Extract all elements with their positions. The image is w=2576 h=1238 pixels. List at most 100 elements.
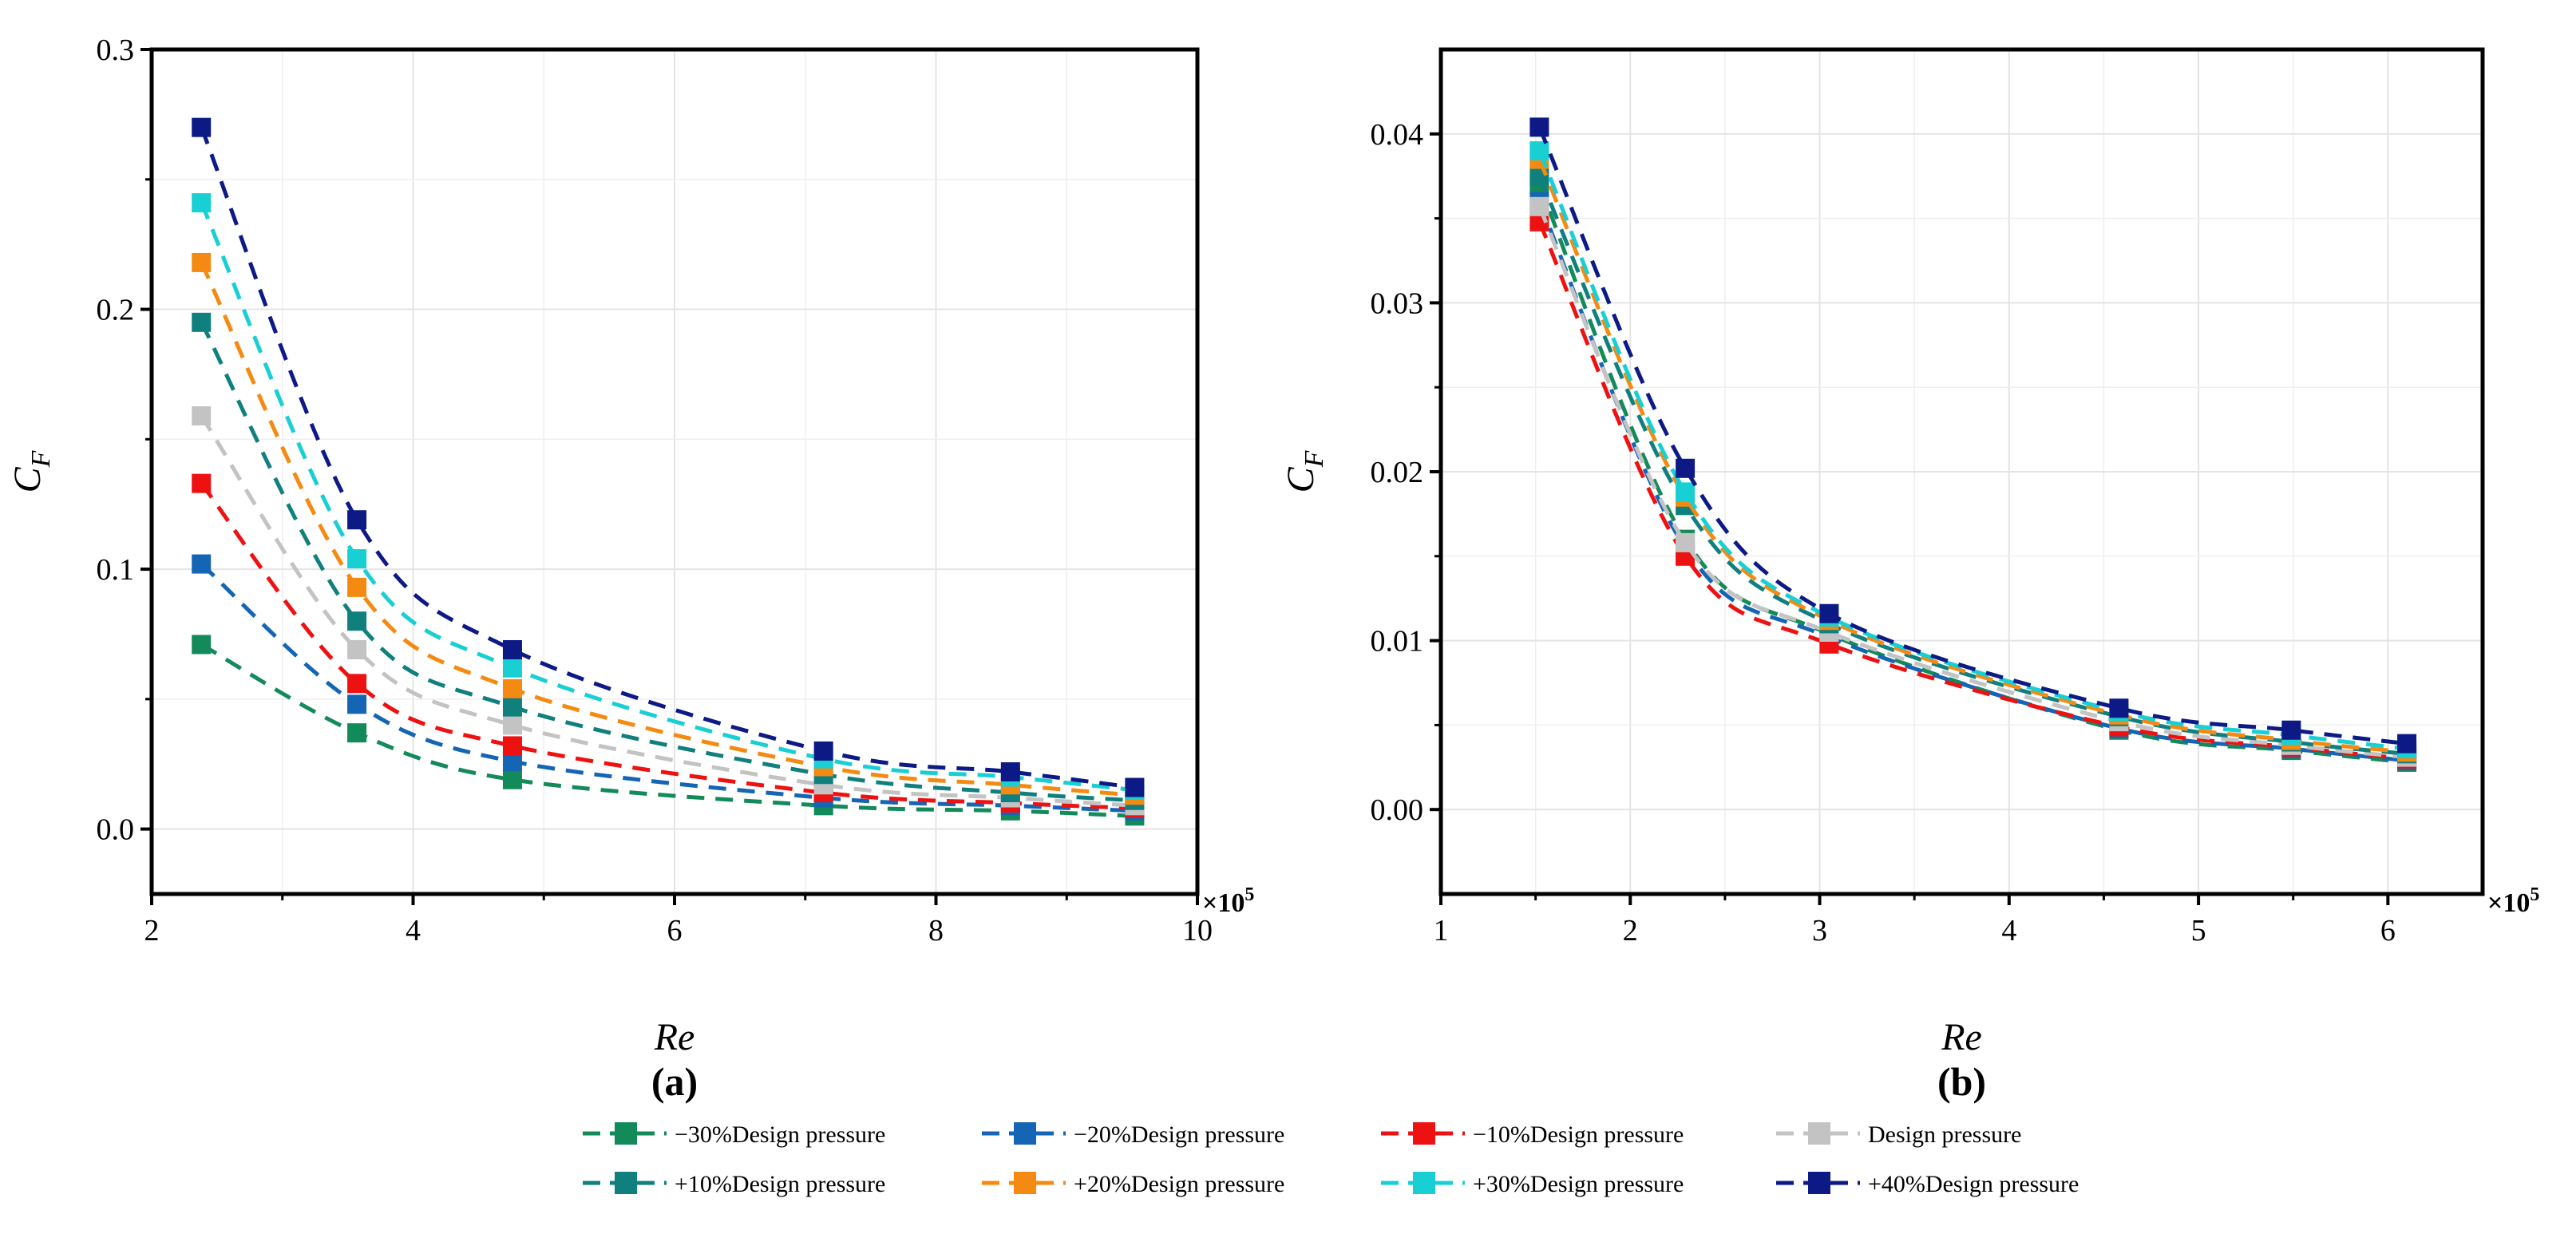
- series-line: [199, 126, 1135, 790]
- data-point: [192, 554, 212, 574]
- legend-marker: [1413, 1122, 1435, 1145]
- y-tick-label: 0.0: [97, 813, 135, 847]
- x-multiplier-label: ×105: [2487, 884, 2539, 918]
- data-point: [1529, 117, 1549, 137]
- legend-item-minus20pctdesign-pressure: −20%Design pressure: [982, 1121, 1284, 1148]
- x-axis-label-b: Re: [1941, 1016, 1982, 1058]
- data-point: [347, 611, 367, 631]
- series-design-pressure-a: [192, 406, 1145, 816]
- chart-panel-a: 2 4 6 8 10 0.0 0.1 0.2 0.3 ×105 Re CF (a): [6, 34, 1254, 1104]
- data-point: [347, 549, 367, 569]
- x-tick-label: 6: [2380, 914, 2396, 947]
- series-plus30pctdesign-pressure-a: [192, 193, 1145, 800]
- chart-panel-b: 1 2 3 4 5 6 0.00 0.01 0.02 0.03 0.04 ×105 Re CF (b): [1280, 47, 2539, 1104]
- legend-label: +30%Design pressure: [1473, 1171, 1684, 1197]
- series-line: [1537, 175, 2408, 756]
- legend-marker: [1808, 1122, 1830, 1145]
- data-point: [502, 639, 522, 659]
- y-axis-label-a: CF: [6, 449, 56, 492]
- x-axis-label-a: Re: [654, 1016, 695, 1058]
- legend-item-design-pressure: Design pressure: [1776, 1121, 2021, 1148]
- series-plus10pctdesign-pressure-a: [192, 312, 1145, 810]
- series-plus30pctdesign-pressure-b: [1529, 140, 2417, 759]
- data-point: [502, 658, 522, 678]
- x-tick-label: 5: [2191, 914, 2206, 947]
- data-point: [347, 694, 367, 714]
- x-tick-label: 4: [406, 914, 421, 947]
- x-tick-label: 2: [1623, 914, 1638, 947]
- data-point: [192, 635, 212, 655]
- grid-b: [1440, 49, 2483, 894]
- legend-label: Design pressure: [1868, 1121, 2021, 1148]
- panel-label-b: (b): [1937, 1059, 1986, 1104]
- data-point: [347, 639, 367, 659]
- data-point: [192, 312, 212, 332]
- legend: −30%Design pressure −20%Design pressure −1…: [583, 1121, 2079, 1197]
- y-tick-label: 0.03: [1371, 287, 1424, 320]
- legend-marker: [615, 1122, 637, 1145]
- series-minus10pctdesign-pressure-b: [1529, 212, 2417, 769]
- y-tick-label: 0.1: [97, 553, 135, 587]
- series-line: [200, 414, 1135, 808]
- series-line: [1537, 158, 2408, 754]
- data-point: [347, 674, 367, 694]
- series-plus40pctdesign-pressure-a: [192, 117, 1145, 797]
- legend-label: +10%Design pressure: [675, 1171, 885, 1197]
- data-point: [502, 769, 522, 789]
- y-tick-label: 0.3: [97, 34, 135, 67]
- legend-marker: [1413, 1172, 1435, 1194]
- data-point: [1529, 196, 1549, 216]
- series-line: [1537, 200, 2408, 763]
- series-line: [1537, 149, 2408, 751]
- x-tick-label: 3: [1812, 914, 1827, 947]
- data-point: [347, 723, 367, 743]
- data-point: [2109, 698, 2129, 718]
- series-line: [1537, 126, 2408, 746]
- y-axis-label-b: CF: [1280, 449, 1329, 492]
- series-line: [200, 321, 1135, 803]
- data-point: [347, 577, 367, 597]
- y-tick-label: 0.00: [1371, 793, 1424, 827]
- data-point: [1819, 603, 1839, 623]
- y-tick-label: 0.02: [1371, 456, 1424, 489]
- legend-item-plus20pctdesign-pressure: +20%Design pressure: [982, 1171, 1284, 1197]
- x-multiplier-label: ×105: [1202, 884, 1254, 918]
- legend-label: −30%Design pressure: [675, 1121, 885, 1148]
- data-point: [1529, 166, 1549, 186]
- legend-label: +20%Design pressure: [1074, 1171, 1284, 1197]
- series-design-pressure-b: [1529, 196, 2417, 767]
- data-point: [502, 715, 522, 735]
- x-tick-label: 8: [928, 914, 944, 947]
- legend-item-minus10pctdesign-pressure: −10%Design pressure: [1381, 1121, 1684, 1148]
- data-point: [502, 736, 522, 756]
- data-point: [502, 678, 522, 698]
- legend-item-minus30pctdesign-pressure: −30%Design pressure: [583, 1121, 885, 1148]
- legend-marker: [1808, 1172, 1830, 1194]
- x-tick-label: 6: [667, 914, 683, 947]
- data-point: [502, 697, 522, 717]
- data-point: [192, 406, 212, 426]
- data-point: [1529, 140, 1549, 160]
- x-tick-label: 1: [1434, 914, 1449, 947]
- data-point: [192, 473, 212, 493]
- legend-label: −20%Design pressure: [1074, 1121, 1284, 1148]
- legend-marker: [1014, 1122, 1036, 1145]
- x-tick-label: 4: [2001, 914, 2016, 947]
- series-line: [199, 261, 1135, 797]
- data-point: [192, 193, 212, 213]
- x-tick-label: 10: [1182, 914, 1213, 947]
- legend-item-plus30pctdesign-pressure: +30%Design pressure: [1381, 1171, 1684, 1197]
- panel-label-a: (a): [651, 1059, 698, 1104]
- legend-label: +40%Design pressure: [1868, 1171, 2079, 1197]
- series-plus40pctdesign-pressure-b: [1529, 117, 2417, 753]
- data-point: [192, 117, 212, 137]
- data-point: [1676, 532, 1696, 552]
- data-point: [192, 252, 212, 272]
- legend-marker: [1014, 1172, 1036, 1194]
- y-tick-label: 0.01: [1371, 625, 1424, 659]
- legend-marker: [615, 1172, 637, 1194]
- x-tick-label: 2: [144, 914, 160, 947]
- y-tick-label: 0.2: [97, 294, 135, 327]
- data-point: [2397, 734, 2417, 753]
